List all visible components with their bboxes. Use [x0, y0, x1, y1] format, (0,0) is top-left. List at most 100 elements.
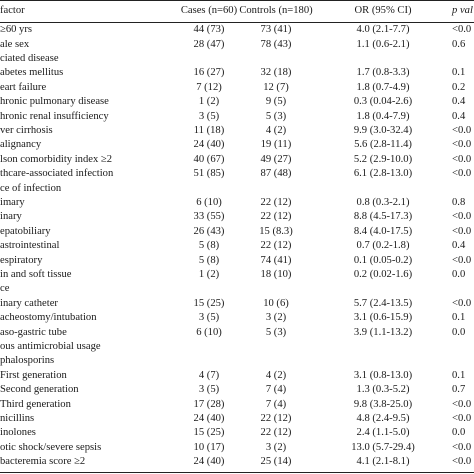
- row-p-value: <0.0: [452, 441, 472, 453]
- table-row: ale sex 28 (47) 78 (43) 1.1 (0.6-2.1) 0.6: [0, 38, 474, 52]
- table-row: espiratory 5 (8) 74 (41) 0.1 (0.05-0.2) <0.0: [0, 254, 474, 268]
- row-or: 1.8 (0.7-4.9): [356, 81, 410, 93]
- row-factor: inolones: [0, 427, 36, 439]
- row-p-value: <0.0: [452, 413, 472, 424]
- header-cases: Cases (n=60): [180, 5, 238, 16]
- row-factor: otic shock/severe sepsis: [0, 441, 102, 453]
- row-controls: 22 (12): [260, 211, 292, 223]
- row-controls: 15 (8.3): [259, 225, 293, 237]
- row-controls: 4 (2): [265, 369, 287, 381]
- row-cases: 33 (55): [193, 211, 225, 223]
- table-row: bacteremia score ≥2 24 (40) 25 (14) 4.1 (2.…: [0, 455, 474, 469]
- table-row: hronic renal insufficiency 3 (5) 5 (3) 1.8 …: [0, 110, 474, 124]
- row-or: 0.1 (0.05-0.2): [353, 254, 413, 266]
- row-factor: abetes mellitus: [0, 67, 64, 79]
- row-p-value: 0.1: [452, 312, 466, 324]
- row-p-value: 0.2: [452, 81, 466, 93]
- row-cases: 5 (8): [198, 240, 220, 252]
- table-row: abetes mellitus 16 (27) 32 (18) 1.7 (0.8-3.…: [0, 66, 474, 80]
- row-p-value: <0.0: [452, 211, 472, 223]
- header-factor: factor: [0, 5, 25, 16]
- header-or: OR (95% CI): [354, 5, 412, 16]
- row-controls: 5 (3): [265, 326, 287, 338]
- row-controls: 7 (4): [265, 398, 287, 410]
- row-p-value: <0.0: [452, 225, 472, 237]
- row-or: 3.1 (0.6-15.9): [353, 312, 413, 324]
- row-p-value: 0.1: [452, 67, 466, 79]
- row-factor: astrointestinal: [0, 240, 60, 252]
- table-row: ous antimicrobial usage: [0, 340, 474, 354]
- row-cases: 28 (47): [193, 38, 225, 50]
- row-factor: inary: [0, 211, 22, 223]
- row-cases: 11 (18): [193, 125, 225, 136]
- row-factor: in and soft tissue: [0, 269, 72, 280]
- row-or: 4.1 (2.1-8.1): [356, 456, 410, 468]
- row-factor: ale sex: [0, 38, 30, 50]
- table-row: ver cirrhosis 11 (18) 4 (2) 9.9 (3.0-32.4) <…: [0, 124, 474, 138]
- row-controls: 10 (6): [263, 297, 289, 309]
- table-row: inolones 15 (25) 22 (12) 2.4 (1.1-5.0) 0.0: [0, 426, 474, 440]
- row-controls: 5 (3): [265, 110, 287, 122]
- row-controls: 49 (27): [260, 153, 292, 165]
- row-p-value: 0.4: [452, 96, 466, 108]
- row-or: 6.1 (2.8-13.0): [353, 168, 413, 180]
- row-or: 4.8 (2.4-9.5): [356, 413, 410, 424]
- row-controls: 22 (12): [260, 427, 292, 439]
- row-or: 5.2 (2.9-10.0): [353, 153, 413, 165]
- row-cases: 3 (5): [198, 312, 220, 324]
- row-controls: 22 (12): [260, 413, 292, 424]
- table-row: alignancy 24 (40) 19 (11) 5.6 (2.8-11.4) <0.…: [0, 138, 474, 152]
- row-p-value: <0.0: [452, 297, 472, 309]
- table-row: astrointestinal 5 (8) 22 (12) 0.7 (0.2-1.8)…: [0, 239, 474, 253]
- row-controls: 7 (4): [265, 384, 287, 396]
- row-p-value: <0.0: [452, 125, 472, 136]
- row-cases: 16 (27): [193, 67, 225, 79]
- row-factor: espiratory: [0, 254, 43, 266]
- row-controls: 18 (10): [260, 269, 292, 280]
- row-controls: 3 (2): [265, 312, 287, 324]
- row-p-value: 0.0: [452, 427, 466, 439]
- row-p-value: 0.4: [452, 110, 466, 122]
- row-controls: 73 (41): [260, 24, 292, 36]
- row-factor: ous antimicrobial usage: [0, 341, 101, 352]
- row-or: 1.7 (0.8-3.3): [356, 67, 410, 79]
- row-or: 2.4 (1.1-5.0): [356, 427, 410, 439]
- row-factor: ce of infection: [0, 182, 62, 194]
- row-factor: acheostomy/intubation: [0, 312, 97, 324]
- row-factor: ciated disease: [0, 53, 59, 64]
- table-row: in and soft tissue 1 (2) 18 (10) 0.2 (0.02-…: [0, 268, 474, 282]
- table-row: Second generation 3 (5) 7 (4) 1.3 (0.3-5.2)…: [0, 383, 474, 397]
- row-factor: bacteremia score ≥2: [0, 456, 86, 468]
- row-cases: 15 (25): [193, 297, 225, 309]
- row-factor: hronic pulmonary disease: [0, 96, 109, 108]
- row-cases: 17 (28): [193, 398, 225, 410]
- table-row: ce: [0, 282, 474, 296]
- row-or: 3.9 (1.1-13.2): [353, 326, 413, 338]
- row-controls: 12 (7): [263, 81, 289, 93]
- row-or: 1.1 (0.6-2.1): [356, 38, 410, 50]
- row-or: 0.2 (0.02-1.6): [353, 269, 413, 280]
- row-cases: 6 (10): [196, 326, 222, 338]
- row-p-value: <0.0: [452, 398, 472, 410]
- table-row: aso-gastric tube 6 (10) 5 (3) 3.9 (1.1-13.2…: [0, 326, 474, 340]
- row-controls: 22 (12): [260, 240, 292, 252]
- row-p-value: 0.7: [452, 384, 466, 396]
- row-or: 9.8 (3.8-25.0): [353, 398, 413, 410]
- row-controls: 87 (48): [260, 168, 292, 180]
- row-factor: nicillins: [0, 413, 35, 424]
- row-cases: 1 (2): [198, 269, 220, 280]
- table-row: phalosporins: [0, 354, 474, 368]
- row-cases: 6 (10): [196, 197, 222, 208]
- table-row: Third generation 17 (28) 7 (4) 9.8 (3.8-25.…: [0, 398, 474, 412]
- row-controls: 78 (43): [260, 38, 292, 50]
- table-row: hronic pulmonary disease 1 (2) 9 (5) 0.3 (0…: [0, 95, 474, 109]
- table-row: inary 33 (55) 22 (12) 8.8 (4.5-17.3) <0.0: [0, 210, 474, 224]
- row-or: 0.3 (0.04-2.6): [353, 96, 413, 108]
- row-cases: 40 (67): [193, 153, 225, 165]
- row-factor: alignancy: [0, 139, 42, 151]
- row-p-value: <0.0: [452, 139, 472, 151]
- row-factor: Second generation: [0, 384, 79, 396]
- table-row: First generation 4 (7) 4 (2) 3.1 (0.8-13.0)…: [0, 369, 474, 383]
- row-p-value: <0.0: [452, 168, 472, 180]
